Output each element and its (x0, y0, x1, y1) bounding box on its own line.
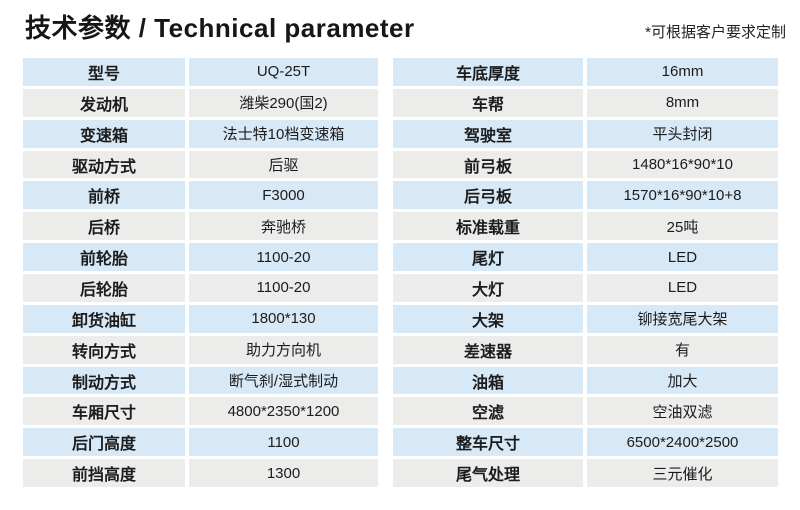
spec-value: 8mm (587, 88, 778, 117)
spec-value: 16mm (587, 58, 778, 86)
spec-label: 后轮胎 (23, 274, 185, 302)
spec-value: 潍柴290(国2) (189, 88, 378, 117)
spec-row: 转向方式 助力方向机 (23, 335, 378, 364)
spec-row: 车底厚度 16mm (393, 58, 778, 86)
spec-value: 加大 (587, 366, 778, 395)
spec-label: 油箱 (393, 366, 583, 395)
spec-value: 有 (587, 335, 778, 364)
spec-value: 断气刹/湿式制动 (189, 366, 378, 395)
spec-label: 标准载重 (393, 212, 583, 241)
spec-row: 车厢尺寸 4800*2350*1200 (23, 397, 378, 426)
spec-value: 1800*130 (189, 304, 378, 333)
spec-label: 前挡高度 (23, 459, 185, 488)
spec-label: 车帮 (393, 88, 583, 117)
spec-label: 前轮胎 (23, 243, 185, 272)
spec-row: 驾驶室 平头封闭 (393, 119, 778, 148)
spec-label: 驱动方式 (23, 150, 185, 179)
spec-row: 前挡高度 1300 (23, 459, 378, 488)
spec-label: 空滤 (393, 397, 583, 426)
spec-value: 奔驰桥 (189, 212, 378, 241)
spec-value: 法士特10档变速箱 (189, 119, 378, 148)
spec-label: 转向方式 (23, 335, 185, 364)
spec-row: 后弓板 1570*16*90*10+8 (393, 181, 778, 210)
spec-row: 前桥 F3000 (23, 181, 378, 210)
spec-value: 助力方向机 (189, 335, 378, 364)
spec-label: 驾驶室 (393, 119, 583, 148)
spec-row: 驱动方式 后驱 (23, 150, 378, 179)
spec-label: 卸货油缸 (23, 304, 185, 333)
spec-row: 油箱 加大 (393, 366, 778, 395)
spec-value: 6500*2400*2500 (587, 428, 778, 457)
spec-label: 后门高度 (23, 428, 185, 457)
spec-row: 差速器 有 (393, 335, 778, 364)
spec-label: 后桥 (23, 212, 185, 241)
spec-label: 车底厚度 (393, 58, 583, 86)
spec-label: 差速器 (393, 335, 583, 364)
spec-label: 发动机 (23, 88, 185, 117)
spec-row: 大架 铆接宽尾大架 (393, 304, 778, 333)
spec-row: 前轮胎 1100-20 (23, 243, 378, 272)
spec-value: LED (587, 243, 778, 272)
spec-row: 整车尺寸 6500*2400*2500 (393, 428, 778, 457)
spec-value: UQ-25T (189, 58, 378, 86)
spec-value: 三元催化 (587, 459, 778, 488)
spec-label: 大灯 (393, 274, 583, 302)
customization-note: *可根据客户要求定制 (645, 24, 786, 41)
spec-value: 1300 (189, 459, 378, 488)
spec-row: 大灯 LED (393, 274, 778, 302)
spec-row: 变速箱 法士特10档变速箱 (23, 119, 378, 148)
spec-value: 4800*2350*1200 (189, 397, 378, 426)
spec-value: 1100 (189, 428, 378, 457)
spec-row: 前弓板 1480*16*90*10 (393, 150, 778, 179)
spec-row: 标准载重 25吨 (393, 212, 778, 241)
spec-row: 尾气处理 三元催化 (393, 459, 778, 488)
spec-label: 大架 (393, 304, 583, 333)
spec-value: 平头封闭 (587, 119, 778, 148)
spec-value: 1100-20 (189, 274, 378, 302)
spec-value: 铆接宽尾大架 (587, 304, 778, 333)
spec-value: 空油双滤 (587, 397, 778, 426)
spec-label: 后弓板 (393, 181, 583, 210)
spec-row: 尾灯 LED (393, 243, 778, 272)
page-title: 技术参数 / Technical parameter (25, 13, 415, 43)
spec-label: 尾灯 (393, 243, 583, 272)
spec-row: 空滤 空油双滤 (393, 397, 778, 426)
spec-value: 25吨 (587, 212, 778, 241)
spec-label: 制动方式 (23, 366, 185, 395)
spec-row: 型号 UQ-25T (23, 58, 378, 86)
spec-row: 发动机 潍柴290(国2) (23, 88, 378, 117)
spec-row: 制动方式 断气刹/湿式制动 (23, 366, 378, 395)
spec-label: 前弓板 (393, 150, 583, 179)
spec-value: 1480*16*90*10 (587, 150, 778, 179)
spec-row: 后门高度 1100 (23, 428, 378, 457)
spec-label: 变速箱 (23, 119, 185, 148)
spec-row: 后桥 奔驰桥 (23, 212, 378, 241)
spec-label: 尾气处理 (393, 459, 583, 488)
spec-label: 整车尺寸 (393, 428, 583, 457)
spec-row: 卸货油缸 1800*130 (23, 304, 378, 333)
spec-value: F3000 (189, 181, 378, 210)
spec-table-left: 型号 UQ-25T 发动机 潍柴290(国2) 变速箱 法士特10档变速箱 驱动… (23, 58, 378, 488)
spec-row: 后轮胎 1100-20 (23, 274, 378, 302)
spec-value: 1570*16*90*10+8 (587, 181, 778, 210)
spec-label: 型号 (23, 58, 185, 86)
spec-value: 1100-20 (189, 243, 378, 272)
spec-value: 后驱 (189, 150, 378, 179)
spec-table-right: 车底厚度 16mm 车帮 8mm 驾驶室 平头封闭 前弓板 1480*16*90… (393, 58, 778, 488)
page-header: 技术参数 / Technical parameter *可根据客户要求定制 (0, 0, 800, 54)
spec-row: 车帮 8mm (393, 88, 778, 117)
spec-value: LED (587, 274, 778, 302)
spec-label: 车厢尺寸 (23, 397, 185, 426)
spec-label: 前桥 (23, 181, 185, 210)
